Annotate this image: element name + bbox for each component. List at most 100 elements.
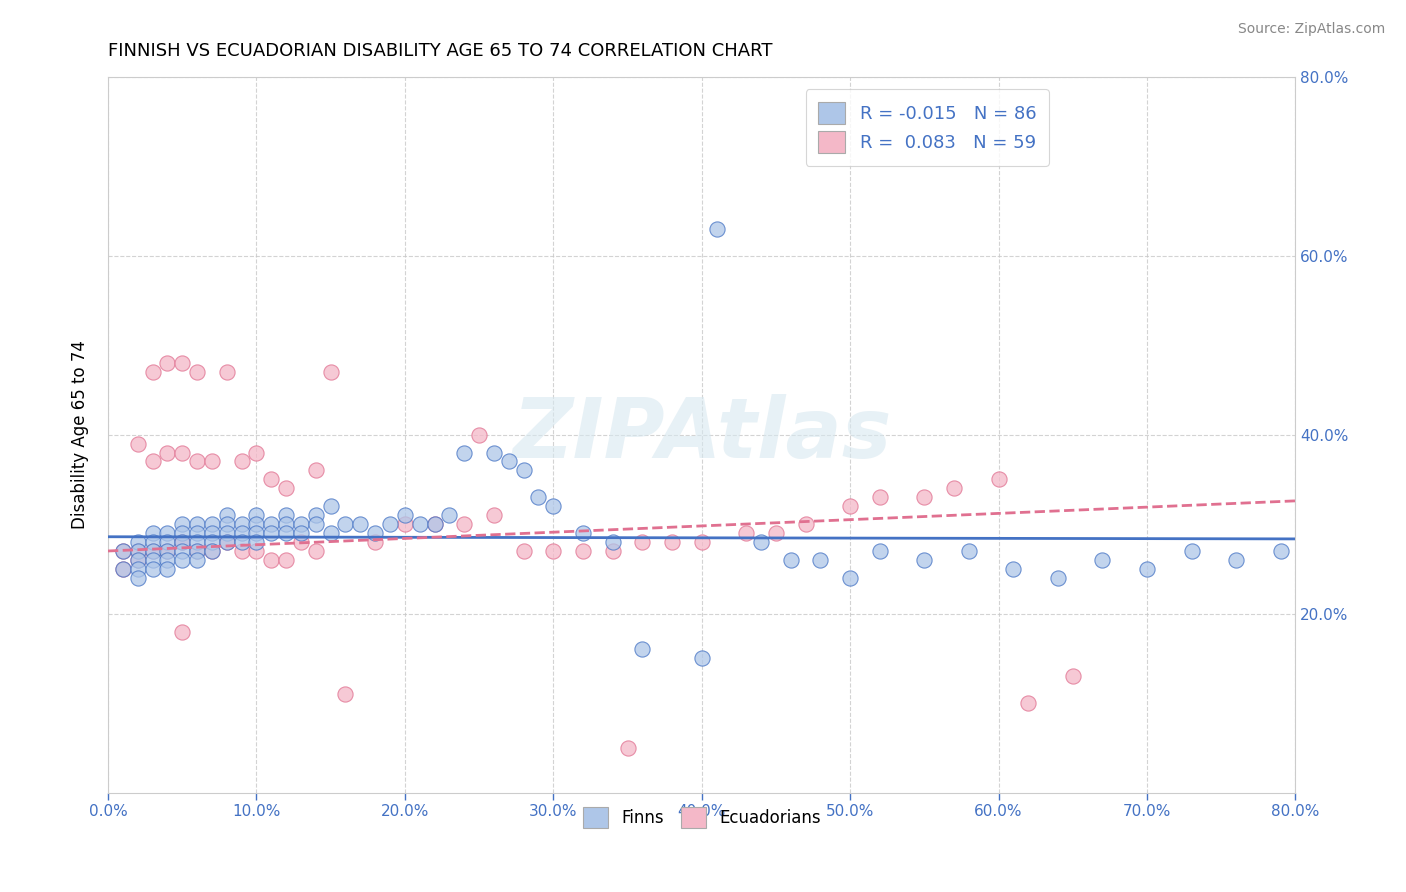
Point xyxy=(186,517,208,532)
Point xyxy=(141,544,163,558)
Point xyxy=(690,651,713,665)
Point xyxy=(201,544,224,558)
Point xyxy=(1270,544,1292,558)
Point xyxy=(839,571,862,585)
Point xyxy=(869,544,891,558)
Point xyxy=(482,445,505,459)
Point xyxy=(453,445,475,459)
Point xyxy=(245,445,267,459)
Point xyxy=(141,526,163,541)
Point xyxy=(274,517,297,532)
Point xyxy=(260,553,283,567)
Point xyxy=(482,508,505,523)
Point xyxy=(706,221,728,235)
Point xyxy=(794,517,817,532)
Point xyxy=(912,553,935,567)
Point xyxy=(305,463,328,477)
Point xyxy=(1062,669,1084,683)
Point xyxy=(245,508,267,523)
Point xyxy=(765,526,787,541)
Point xyxy=(1017,696,1039,710)
Point xyxy=(364,526,387,541)
Point xyxy=(735,526,758,541)
Point xyxy=(186,535,208,549)
Point xyxy=(141,553,163,567)
Point xyxy=(335,687,357,701)
Point xyxy=(172,624,194,639)
Point xyxy=(543,544,565,558)
Point xyxy=(141,544,163,558)
Y-axis label: Disability Age 65 to 74: Disability Age 65 to 74 xyxy=(72,340,89,529)
Point xyxy=(231,544,253,558)
Point xyxy=(201,535,224,549)
Point xyxy=(156,356,179,370)
Point xyxy=(439,508,461,523)
Point xyxy=(156,562,179,576)
Point xyxy=(186,526,208,541)
Point xyxy=(394,508,416,523)
Point xyxy=(186,544,208,558)
Point xyxy=(260,526,283,541)
Point xyxy=(602,535,624,549)
Point xyxy=(1046,571,1069,585)
Point xyxy=(215,535,238,549)
Point xyxy=(141,562,163,576)
Point xyxy=(319,500,342,514)
Point xyxy=(260,472,283,486)
Point xyxy=(127,544,149,558)
Point xyxy=(172,445,194,459)
Point xyxy=(127,535,149,549)
Point xyxy=(543,500,565,514)
Point xyxy=(378,517,401,532)
Point xyxy=(512,544,534,558)
Point xyxy=(572,526,595,541)
Point xyxy=(274,526,297,541)
Point xyxy=(172,535,194,549)
Point xyxy=(572,544,595,558)
Text: FINNISH VS ECUADORIAN DISABILITY AGE 65 TO 74 CORRELATION CHART: FINNISH VS ECUADORIAN DISABILITY AGE 65 … xyxy=(108,42,772,60)
Point xyxy=(127,562,149,576)
Point xyxy=(172,553,194,567)
Point xyxy=(141,535,163,549)
Point xyxy=(215,508,238,523)
Point xyxy=(186,365,208,379)
Point xyxy=(127,553,149,567)
Point xyxy=(201,544,224,558)
Point xyxy=(141,365,163,379)
Point xyxy=(156,544,179,558)
Point xyxy=(1091,553,1114,567)
Point xyxy=(779,553,801,567)
Point xyxy=(319,365,342,379)
Point xyxy=(869,490,891,504)
Point xyxy=(1002,562,1025,576)
Point xyxy=(527,490,550,504)
Point xyxy=(201,526,224,541)
Point xyxy=(156,445,179,459)
Point xyxy=(957,544,980,558)
Point xyxy=(186,544,208,558)
Point xyxy=(987,472,1010,486)
Text: ZIPAtlas: ZIPAtlas xyxy=(512,394,891,475)
Point xyxy=(1136,562,1159,576)
Point xyxy=(290,526,312,541)
Point xyxy=(749,535,772,549)
Point xyxy=(231,517,253,532)
Point xyxy=(111,562,134,576)
Point xyxy=(394,517,416,532)
Point xyxy=(349,517,371,532)
Point xyxy=(839,500,862,514)
Point xyxy=(127,544,149,558)
Point xyxy=(172,517,194,532)
Point xyxy=(810,553,832,567)
Point xyxy=(172,544,194,558)
Point xyxy=(141,454,163,468)
Point xyxy=(245,544,267,558)
Point xyxy=(943,481,966,495)
Point xyxy=(156,544,179,558)
Point xyxy=(1225,553,1247,567)
Point xyxy=(453,517,475,532)
Point xyxy=(305,517,328,532)
Point xyxy=(215,517,238,532)
Point xyxy=(631,642,654,657)
Point xyxy=(111,544,134,558)
